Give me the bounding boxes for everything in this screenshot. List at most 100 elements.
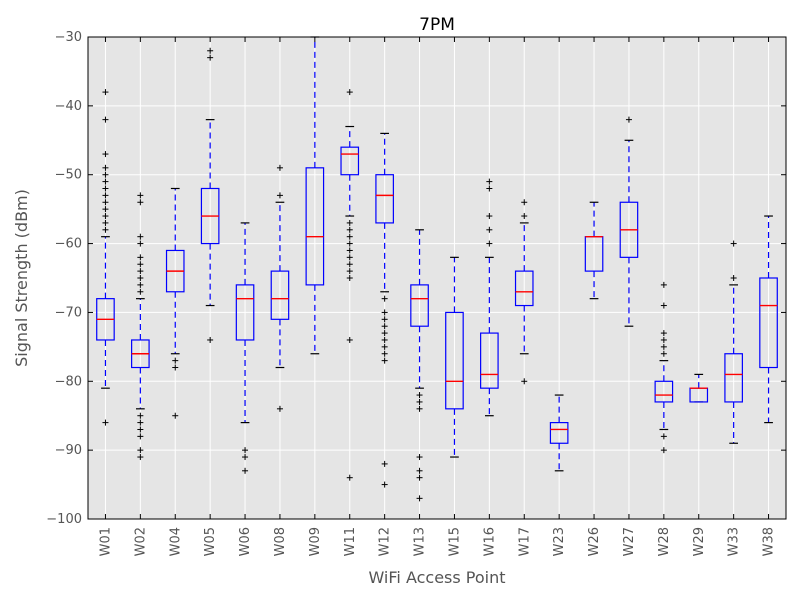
flier-point [172,357,179,364]
flier-point [660,330,667,337]
flier-point [102,171,109,178]
x-tick-label: W33 [727,527,742,556]
flier-point [486,226,493,233]
flier-point [102,89,109,96]
box-w13 [410,229,429,502]
flier-point [660,336,667,343]
flier-point [346,261,353,268]
flier-point [137,261,144,268]
flier-point [346,254,353,261]
flier-point [102,178,109,185]
box-iqr [759,277,778,369]
x-tick-label: W16 [482,527,497,556]
box-iqr [270,270,290,320]
y-axis-label: Signal Strength (dBm) [12,189,31,367]
flier-point [486,178,493,185]
x-tick-label: W05 [203,527,218,556]
flier-point [102,185,109,192]
flier-point [207,336,214,343]
flier-point [660,433,667,440]
y-tick-label: −90 [55,443,82,458]
flier-point [137,192,144,199]
flier-point [137,288,144,295]
x-tick-label: W06 [238,527,253,556]
box-iqr [340,146,360,176]
flier-point [416,467,423,474]
box-iqr [654,380,674,403]
flier-point [381,336,388,343]
x-tick-label: W28 [657,527,672,556]
x-tick-label: W01 [98,527,113,556]
x-tick-label: W12 [378,527,393,556]
box-w05 [200,47,220,343]
flier-point [102,164,109,171]
x-axis: W01 W02 W04 W05 W06 W08 W09 W11 W12 W13 W15 W16 W17 W… [98,37,777,556]
flier-point [137,433,144,440]
flier-point [242,447,249,454]
flier-point [137,447,144,454]
box-iqr [375,174,394,224]
flier-point [521,199,528,206]
flier-point [416,405,423,412]
flier-point [730,240,737,247]
flier-point [381,295,388,302]
box-w08 [270,164,290,412]
box-w02 [131,192,150,461]
y-tick-label: −50 [55,168,82,183]
flier-point [346,336,353,343]
flier-point [416,495,423,502]
x-tick-label: W02 [133,527,148,556]
flier-point [381,330,388,337]
box-w38 [759,215,778,424]
flier-point [102,192,109,199]
x-tick-label: W38 [762,527,777,556]
flier-point [137,412,144,419]
flier-point [102,219,109,226]
chart-title: 7PM [419,15,455,35]
flier-point [276,192,283,199]
flier-point [207,47,214,54]
flier-point [521,378,528,385]
flier-point [137,426,144,433]
box-w09 [305,36,325,355]
flier-point [660,447,667,454]
box-w27 [619,116,639,327]
box-group [96,36,778,502]
box-w28 [654,281,674,454]
box-iqr [235,284,255,341]
flier-point [242,454,249,461]
x-tick-label: W09 [308,527,323,556]
x-tick-label: W26 [587,527,602,556]
plot-background [88,37,786,519]
flier-point [381,357,388,364]
flier-point [137,281,144,288]
box-w06 [235,222,255,474]
flier-point [137,240,144,247]
box-iqr [445,311,464,410]
flier-point [137,454,144,461]
flier-point [276,164,283,171]
flier-point [416,398,423,405]
flier-point [346,226,353,233]
flier-point [102,206,109,213]
box-iqr [549,422,569,444]
flier-point [521,213,528,220]
flier-point [346,233,353,240]
flier-point [102,199,109,206]
y-tick-label: −30 [55,30,82,45]
y-tick-label: −40 [55,99,82,114]
flier-point [172,412,179,419]
flier-point [416,474,423,481]
box-w26 [584,201,604,300]
y-tick-label: −70 [55,305,82,320]
flier-point [276,405,283,412]
flier-point [346,275,353,281]
flier-point [381,481,388,488]
flier-point [381,460,388,467]
flier-point [102,116,109,123]
flier-point [346,247,353,254]
x-tick-label: W29 [692,527,707,556]
flier-point [102,419,109,426]
flier-point [381,323,388,330]
flier-point [381,309,388,316]
